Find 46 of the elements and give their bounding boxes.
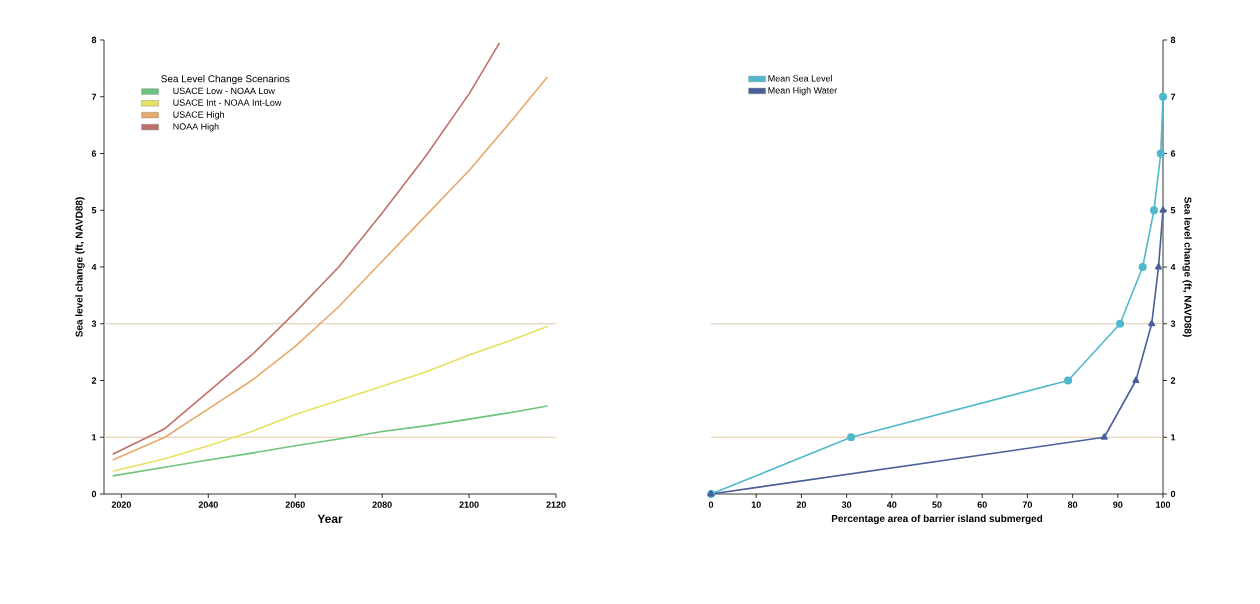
legend-label: Mean High Water [768, 86, 838, 96]
x-axis-title: Percentage area of barrier island submerged [831, 514, 1043, 525]
legend-title: Sea Level Change Scenarios [161, 74, 290, 85]
x-axis-title: Year [317, 514, 343, 524]
x-tick-label: 30 [841, 501, 852, 508]
x-tick-label: 2120 [546, 501, 566, 508]
y2-axis-title: Sea level change (ft, NAVD88) [1182, 197, 1192, 337]
x-tick-label: 40 [886, 501, 897, 508]
y-tick-label: 2 [91, 377, 97, 384]
x-tick-label: 10 [751, 501, 761, 508]
x-tick-label: 2060 [285, 501, 305, 508]
y-tick-label: 7 [91, 93, 97, 100]
legend-label: USACE Int - NOAA Int-Low [173, 99, 282, 106]
y-tick-label: 0 [91, 490, 97, 498]
x-tick-label: 80 [1067, 501, 1078, 508]
x-tick-label: 50 [932, 501, 942, 508]
legend-label: USACE Low - NOAA Low [173, 87, 275, 95]
x-tick-label: 2100 [459, 501, 479, 508]
x-tick-label: 20 [796, 501, 807, 508]
y-tick-label: 1 [92, 434, 97, 441]
legend-label: NOAA High [173, 123, 219, 132]
legend-label: USACE High [173, 111, 224, 120]
y-tick-label: 5 [91, 207, 97, 214]
y2-tick-label: 6 [1170, 150, 1176, 157]
y-axis-title: Sea level change (ft, NAVD88) [75, 197, 85, 337]
y2-tick-label: 1 [1171, 434, 1176, 441]
x-tick-label: 70 [1022, 501, 1033, 508]
x-tick-label: 2020 [111, 501, 131, 508]
y2-tick-label: 0 [1170, 490, 1176, 498]
y2-tick-label: 4 [1170, 263, 1176, 271]
y2-tick-label: 8 [1170, 36, 1176, 44]
x-tick-label: 0 [708, 501, 714, 508]
y2-tick-label: 3 [1170, 320, 1176, 327]
x-tick-label: 100 [1156, 501, 1171, 508]
y2-tick-label: 5 [1170, 207, 1176, 214]
y-tick-label: 4 [91, 263, 97, 271]
y-tick-label: 3 [91, 320, 97, 327]
legend-label: Mean Sea Level [768, 74, 832, 82]
x-tick-label: 2040 [198, 501, 218, 508]
y2-tick-label: 2 [1170, 377, 1176, 384]
x-tick-label: 60 [977, 501, 987, 508]
x-tick-label: 90 [1113, 501, 1123, 508]
y-tick-label: 8 [91, 36, 97, 44]
x-tick-label: 2080 [372, 501, 392, 508]
y-tick-label: 6 [91, 150, 97, 157]
y2-tick-label: 7 [1170, 93, 1176, 100]
